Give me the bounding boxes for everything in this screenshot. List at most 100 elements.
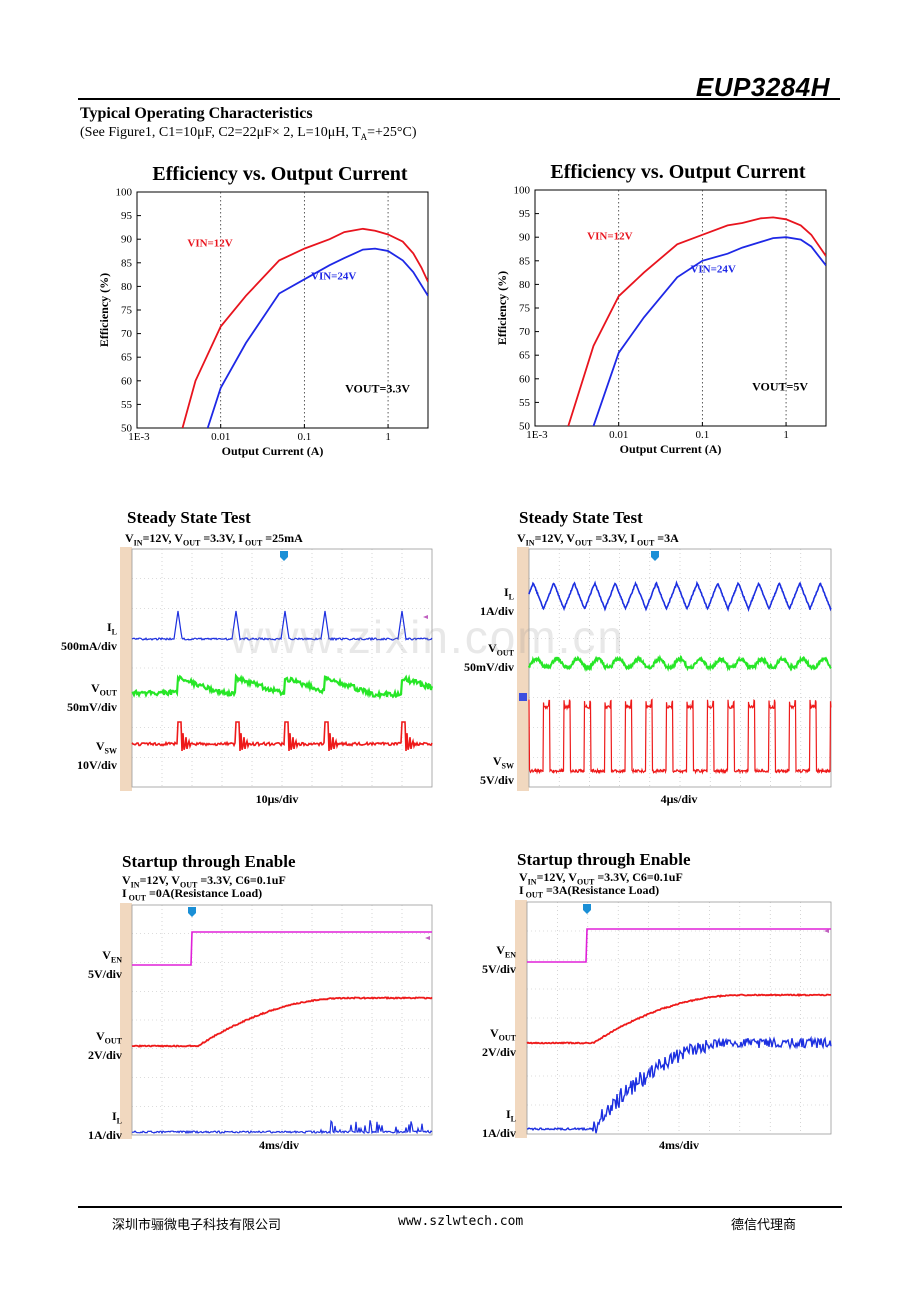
scope-2-conditions: VIN=12V, VOUT =3.3V, I OUT =3A	[517, 531, 679, 548]
series-label: VIN=24V	[690, 264, 735, 276]
y-axis-label: Efficiency (%)	[495, 271, 509, 345]
scope-3-title: Startup through Enable	[122, 852, 296, 871]
scope-4-ch2-label: VOUT 2V/div	[481, 1026, 516, 1060]
output-voltage-trace	[131, 673, 434, 701]
trigger-marker	[583, 904, 591, 914]
screen-border	[526, 901, 832, 1135]
channel-marker-icon	[423, 615, 428, 619]
scope-2-ch2-label: VOUT 50mV/div	[463, 641, 514, 675]
y-axis-label: Efficiency (%)	[97, 273, 111, 347]
screen	[517, 547, 833, 791]
y-tick-label: 55	[121, 399, 133, 411]
scope-3-conditions: VIN=12V, VOUT =3.3V, C6=0.1uF	[122, 873, 286, 890]
efficiency-chart-3v3: 50 55 60 65 70 75 80 85 90 95 100 1E-3 0.01 0.1 1 Outpu…	[97, 187, 429, 458]
y-tick-label: 90	[519, 232, 531, 244]
trigger-marker	[188, 907, 196, 917]
scope-2-waveform	[517, 547, 833, 791]
scope-4-ch3-label: IL 1A/div	[481, 1107, 516, 1141]
y-tick-label: 50	[121, 423, 133, 435]
scope-2-title: Steady State Test	[519, 508, 643, 527]
switch-voltage-trace	[528, 698, 832, 775]
footer-company: 深圳市骊微电子科技有限公司	[112, 1218, 282, 1233]
vout-annotation: VOUT=5V	[752, 380, 808, 394]
x-axis-label: Output Current (A)	[222, 444, 324, 458]
footer-url-link[interactable]: www.szlwtech.com	[398, 1214, 524, 1229]
series-line-0	[567, 216, 826, 426]
plot-frame	[534, 189, 827, 427]
screen	[515, 900, 833, 1138]
y-tick-label: 85	[519, 255, 531, 267]
screen-side-band	[120, 547, 132, 791]
channel-marker-icon	[425, 936, 430, 940]
series-label: VIN=12V	[587, 231, 632, 243]
y-tick-label: 75	[121, 305, 133, 317]
y-tick-label: 55	[519, 397, 531, 409]
scope-1-waveform	[120, 547, 434, 791]
y-tick-label: 95	[121, 210, 133, 222]
switch-voltage-trace	[131, 721, 433, 752]
screen-border	[131, 548, 433, 788]
scope-1-conditions: VIN=12V, VOUT =3.3V, I OUT =25mA	[125, 531, 303, 548]
x-tick-label: 0.1	[298, 431, 312, 443]
inductor-current-trace	[131, 1119, 433, 1135]
screen	[120, 547, 434, 791]
efficiency-chart-5v: 50 55 60 65 70 75 80 85 90 95 100 1E-3 0.01 0.1 1 Outpu…	[495, 185, 827, 456]
header-rule	[78, 98, 840, 100]
series-label: VIN=24V	[311, 270, 356, 282]
y-tick-label: 80	[121, 281, 133, 293]
scope-4-conditions-line2: I OUT =3A(Resistance Load)	[519, 883, 660, 900]
inductor-current-trace	[131, 610, 433, 642]
output-voltage-trace	[528, 654, 832, 672]
x-tick-label: 0.1	[696, 429, 710, 441]
y-tick-label: 60	[519, 373, 531, 385]
series-line-0	[181, 227, 428, 428]
inductor-current-trace	[528, 580, 832, 613]
vout-annotation: VOUT=3.3V	[345, 382, 410, 396]
scope-2-ch1-label: IL 1A/div	[479, 585, 514, 619]
y-tick-label: 100	[514, 185, 531, 197]
y-tick-label: 70	[519, 326, 531, 338]
scope-4-waveform	[515, 900, 833, 1138]
scope-1-timebase: 10μs/div	[255, 792, 299, 806]
screen-side-band	[517, 547, 529, 791]
output-voltage-trace	[131, 996, 433, 1048]
enable-voltage-trace	[132, 931, 432, 966]
scope-3-ch2-label: VOUT 2V/div	[87, 1029, 122, 1063]
series-line-1	[206, 247, 428, 428]
y-tick-label: 65	[519, 350, 531, 362]
scope-1-ch2-label: VOUT 50mV/div	[66, 681, 117, 715]
scope-2-timebase: 4μs/div	[660, 792, 698, 806]
x-tick-label: 0.01	[211, 431, 230, 443]
y-tick-label: 80	[519, 279, 531, 291]
y-tick-label: 70	[121, 328, 133, 340]
scope-3-conditions-line2: I OUT =0A(Resistance Load)	[122, 886, 263, 903]
inductor-current-trace	[527, 1035, 832, 1134]
watermark: www.zixin.com.cn	[230, 611, 625, 663]
scope-4-ch1-label: VEN 5V/div	[481, 943, 516, 977]
x-tick-label: 1E-3	[526, 429, 548, 441]
y-tick-label: 60	[121, 375, 133, 387]
scope-1-title: Steady State Test	[127, 508, 251, 527]
section-conditions: (See Figure1, C1=10μF, C2=22μF× 2, L=10μ…	[80, 125, 417, 142]
scope-4-conditions: VIN=12V, VOUT =3.3V, C6=0.1uF	[519, 870, 683, 887]
x-tick-label: 0.01	[609, 429, 628, 441]
brand-logo: EUP3284H	[695, 72, 830, 102]
screen-side-band	[120, 903, 132, 1139]
screen	[120, 903, 434, 1139]
scope-1-ch1-label: IL 500mA/div	[60, 620, 117, 654]
screen-side-band	[515, 900, 527, 1138]
x-axis-label: Output Current (A)	[620, 442, 722, 456]
series-line-1	[592, 236, 826, 426]
trigger-marker	[280, 551, 288, 561]
y-tick-label: 85	[121, 257, 133, 269]
channel-marker-icon	[824, 929, 829, 933]
x-tick-label: 1	[783, 429, 789, 441]
scope-3-ch1-label: VEN 5V/div	[87, 948, 122, 982]
chart-1-title: Efficiency vs. Output Current	[152, 163, 408, 185]
y-tick-label: 100	[116, 187, 133, 199]
y-tick-label: 95	[519, 208, 531, 220]
scope-1-ch3-label: VSW 10V/div	[76, 739, 117, 773]
y-tick-label: 50	[519, 421, 531, 433]
enable-voltage-trace	[527, 928, 831, 963]
scope-3-ch3-label: IL 1A/div	[87, 1109, 122, 1143]
